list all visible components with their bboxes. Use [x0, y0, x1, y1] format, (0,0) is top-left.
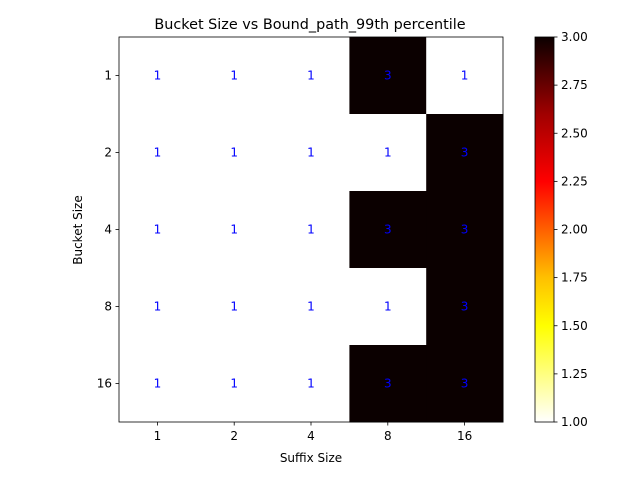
heatmap-cell	[119, 345, 197, 423]
heatmap-cell	[426, 114, 504, 192]
heatmap-cell	[195, 37, 274, 115]
cell-value-label: 3	[384, 377, 392, 391]
colorbar-tick-label: 2.50	[561, 126, 588, 140]
cell-value-label: 1	[384, 300, 392, 314]
heatmap-cell	[272, 114, 350, 192]
heatmap-cell	[119, 268, 197, 346]
heatmap-cell	[195, 345, 274, 423]
cell-value-label: 1	[307, 300, 315, 314]
heatmap-cells	[119, 37, 504, 423]
colorbar-tick-label: 3.00	[561, 30, 588, 44]
colorbar-tick-label: 1.25	[561, 367, 588, 381]
x-tick-label: 1	[154, 429, 162, 443]
heatmap-cell	[272, 268, 350, 346]
cell-value-label: 3	[461, 223, 469, 237]
cell-value-label: 1	[230, 300, 238, 314]
heatmap-cell	[272, 191, 350, 269]
heatmap-cell	[426, 37, 504, 115]
cell-value-label: 1	[230, 146, 238, 160]
colorbar-tick-label: 1.00	[561, 415, 588, 429]
heatmap-cell	[272, 37, 350, 115]
y-axis-ticks: 1 2 4 8 16	[97, 69, 119, 391]
y-tick-label: 2	[104, 146, 112, 160]
cell-value-label: 1	[307, 377, 315, 391]
cell-value-label: 1	[154, 377, 162, 391]
colorbar	[534, 36, 555, 423]
heatmap-cell	[349, 114, 427, 192]
colorbar-ticks: 1.00 1.25 1.50 1.75 2.00 2.25 2.50 2.75 3.00	[554, 30, 588, 429]
x-tick-label: 2	[230, 429, 238, 443]
cell-value-label: 1	[154, 69, 162, 83]
heatmap-cell	[349, 268, 427, 346]
cell-value-label: 1	[307, 146, 315, 160]
colorbar-tick-label: 2.25	[561, 174, 588, 188]
y-axis-label: Bucket Size	[71, 195, 85, 265]
colorbar-tick-label: 1.50	[561, 319, 588, 333]
cell-value-label: 1	[230, 69, 238, 83]
heatmap-cell	[426, 191, 504, 269]
cell-labels: 1 1 1 3 1 1 1 1 1 3 1 1 1 3 3 1 1 1 1 3 1 1 1 3 3	[154, 69, 469, 391]
heatmap-cell	[119, 114, 197, 192]
chart-title: Bucket Size vs Bound_path_99th percentil…	[154, 17, 465, 33]
heatmap-cell	[195, 268, 274, 346]
cell-value-label: 1	[154, 146, 162, 160]
cell-value-label: 1	[230, 223, 238, 237]
cell-value-label: 1	[307, 223, 315, 237]
cell-value-label: 3	[461, 377, 469, 391]
cell-value-label: 1	[461, 69, 469, 83]
y-tick-label: 16	[97, 377, 112, 391]
y-tick-label: 1	[104, 69, 112, 83]
y-tick-label: 4	[104, 223, 112, 237]
x-axis-ticks: 1 2 4 8 16	[154, 422, 472, 443]
cell-value-label: 1	[230, 377, 238, 391]
cell-value-label: 1	[384, 146, 392, 160]
heatmap-cell	[426, 345, 504, 423]
x-tick-label: 4	[307, 429, 315, 443]
colorbar-tick-label: 2.00	[561, 223, 588, 237]
heatmap-cell	[272, 345, 350, 423]
cell-value-label: 3	[384, 223, 392, 237]
heatmap-cell	[195, 191, 274, 269]
heatmap-cell	[349, 191, 427, 269]
cell-value-label: 1	[307, 69, 315, 83]
cell-value-label: 1	[154, 300, 162, 314]
heatmap-cell	[426, 268, 504, 346]
x-axis-label: Suffix Size	[280, 451, 342, 465]
heatmap-cell	[349, 37, 427, 115]
heatmap-cell	[119, 191, 197, 269]
cell-value-label: 1	[154, 223, 162, 237]
heatmap-cell	[349, 345, 427, 423]
y-tick-label: 8	[104, 300, 112, 314]
colorbar-tick-label: 2.75	[561, 78, 588, 92]
heatmap-cell	[195, 114, 274, 192]
cell-value-label: 3	[384, 69, 392, 83]
cell-value-label: 3	[461, 146, 469, 160]
x-tick-label: 8	[384, 429, 392, 443]
heatmap-cell	[119, 37, 197, 115]
colorbar-tick-label: 1.75	[561, 271, 588, 285]
x-tick-label: 16	[457, 429, 472, 443]
cell-value-label: 3	[461, 300, 469, 314]
